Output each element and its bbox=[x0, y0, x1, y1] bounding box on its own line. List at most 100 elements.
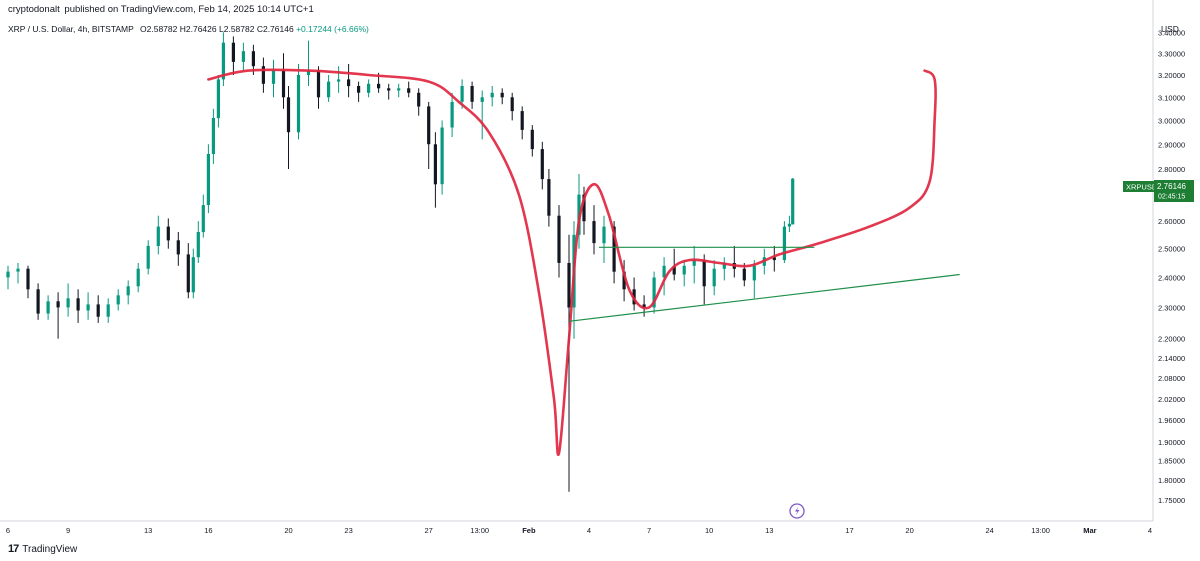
candle-58 bbox=[540, 141, 544, 190]
candle-body bbox=[662, 265, 666, 278]
candle-body bbox=[221, 42, 225, 80]
candle-3 bbox=[36, 283, 40, 320]
candle-body bbox=[722, 263, 726, 269]
time-tick-3: 16 bbox=[204, 526, 212, 535]
candle-body bbox=[337, 79, 341, 82]
red-projection-curve[interactable] bbox=[207, 68, 937, 457]
candle-body bbox=[76, 298, 80, 311]
price-tick-11: 2.30000 bbox=[1158, 303, 1185, 312]
candle-37 bbox=[337, 66, 341, 93]
candle-body bbox=[742, 268, 746, 281]
candle-body bbox=[450, 101, 454, 128]
candle-body bbox=[241, 51, 245, 62]
candle-0 bbox=[6, 265, 10, 290]
candle-76 bbox=[702, 254, 706, 305]
candle-74 bbox=[682, 260, 686, 287]
candle-body bbox=[440, 127, 444, 185]
candle-body bbox=[490, 92, 494, 98]
tradingview-logo-icon: 17 bbox=[8, 543, 19, 555]
publish-header: cryptodonalt published on TradingView.co… bbox=[8, 4, 314, 15]
candle-body bbox=[642, 304, 646, 308]
candle-body bbox=[186, 254, 190, 293]
candle-45 bbox=[417, 88, 421, 116]
time-tick-17: Mar bbox=[1083, 526, 1096, 535]
open-value: O2.58782 bbox=[140, 24, 178, 34]
change-value: +0.17244 (+6.66%) bbox=[296, 24, 369, 34]
candle-34 bbox=[306, 40, 311, 86]
candle-body bbox=[126, 286, 130, 296]
candle-52 bbox=[480, 90, 484, 140]
candle-31 bbox=[281, 53, 286, 109]
time-tick-0: 6 bbox=[6, 526, 10, 535]
tradingview-logo-text: TradingView bbox=[22, 543, 78, 555]
close-value: C2.76146 bbox=[256, 24, 294, 34]
candle-57 bbox=[530, 125, 534, 157]
candle-body bbox=[782, 226, 786, 261]
candle-1 bbox=[16, 263, 20, 284]
candle-35 bbox=[316, 66, 321, 109]
candle-body bbox=[622, 271, 626, 290]
candle-body bbox=[702, 260, 706, 287]
candle-body bbox=[357, 86, 361, 93]
candle-body bbox=[211, 118, 215, 154]
candle-20 bbox=[196, 221, 200, 263]
green-support-line[interactable] bbox=[568, 273, 960, 322]
lightning-icon[interactable] bbox=[789, 503, 805, 519]
candle-64 bbox=[582, 186, 586, 235]
candle-61 bbox=[567, 234, 571, 492]
candle-body bbox=[116, 295, 120, 305]
candle-15 bbox=[156, 215, 160, 255]
candle-43 bbox=[397, 83, 401, 98]
candle-body bbox=[146, 245, 150, 269]
candle-body bbox=[470, 86, 474, 102]
candle-68 bbox=[622, 260, 626, 302]
candle-24 bbox=[216, 75, 220, 128]
candle-8 bbox=[86, 292, 90, 320]
candle-body bbox=[166, 226, 170, 241]
candle-83 bbox=[772, 245, 776, 272]
candle-body bbox=[296, 75, 301, 133]
candle-body bbox=[367, 83, 371, 93]
candle-71 bbox=[652, 271, 656, 314]
candle-29 bbox=[261, 57, 265, 93]
candle-body bbox=[557, 215, 561, 263]
price-tick-16: 1.96000 bbox=[1158, 416, 1185, 425]
candle-53 bbox=[490, 86, 494, 107]
author-name[interactable]: cryptodonalt bbox=[8, 4, 60, 15]
candle-23 bbox=[211, 108, 215, 164]
price-tick-12: 2.20000 bbox=[1158, 335, 1185, 344]
candle-21 bbox=[201, 194, 205, 238]
candle-30 bbox=[271, 59, 276, 98]
symbol-title: XRP / U.S. Dollar, 4h, BITSTAMP bbox=[8, 24, 134, 34]
candle-17 bbox=[176, 232, 180, 266]
candle-body bbox=[327, 81, 331, 98]
time-tick-12: 13 bbox=[765, 526, 773, 535]
symbol-legend: XRP / U.S. Dollar, 4h, BITSTAMP O2.58782… bbox=[8, 24, 369, 34]
tradingview-logo[interactable]: 17 TradingView bbox=[8, 543, 77, 555]
candle-body bbox=[136, 268, 140, 287]
candle-body bbox=[612, 226, 616, 272]
price-tick-14: 2.08000 bbox=[1158, 374, 1185, 383]
candle-body bbox=[347, 79, 351, 87]
time-tick-16: 13:00 bbox=[1031, 526, 1050, 535]
candle-59 bbox=[547, 169, 551, 227]
candle-body bbox=[106, 304, 110, 317]
candle-47 bbox=[433, 132, 437, 208]
axis-unit-label: USD bbox=[1161, 24, 1179, 34]
price-tag-bg bbox=[1154, 180, 1194, 202]
plot-area[interactable] bbox=[6, 32, 960, 492]
candle-body bbox=[96, 304, 100, 317]
ticker-tag-label: XRPUSD bbox=[1126, 183, 1158, 192]
price-tick-9: 2.50000 bbox=[1158, 245, 1185, 254]
time-axis[interactable]: 6 9 13 16 20 23 27 13:00 Feb 4 7 10 13 17 20 24 13:00 Mar… bbox=[6, 526, 1152, 535]
candle-body bbox=[433, 144, 437, 185]
candle-19 bbox=[191, 248, 195, 299]
candle-78 bbox=[722, 257, 726, 281]
candle-body bbox=[652, 277, 656, 308]
candle-body bbox=[520, 111, 524, 130]
candle-body bbox=[206, 154, 210, 205]
candle-body bbox=[672, 265, 676, 275]
ticker-tag-bg bbox=[1123, 181, 1159, 192]
price-axis[interactable]: USD 3.40000 3.30000 3.20000 3.10000 3.00000 2… bbox=[1158, 24, 1185, 505]
